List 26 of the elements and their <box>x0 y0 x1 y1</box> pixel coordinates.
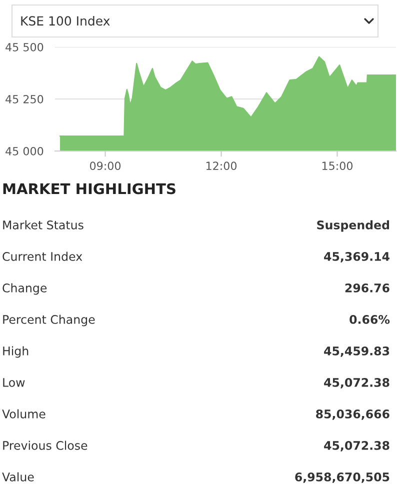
y-tick-label: 45 500 <box>6 42 44 52</box>
text: 45,459.83 <box>324 346 390 357</box>
text: 6,958,670,505 <box>295 472 390 483</box>
category-label: Previous Close <box>3 440 88 450</box>
text: 45,072.38 <box>324 378 390 388</box>
x-tick-label: 12:00 <box>206 162 237 170</box>
category-label: High <box>3 346 28 358</box>
text: 296.76 <box>345 283 390 292</box>
text: 45,072.38 <box>324 440 390 452</box>
text: MARKET HIGHLIGHTS <box>3 183 176 194</box>
category-label: Change <box>2 283 47 295</box>
text: 0.66% <box>350 314 390 324</box>
category-label: Market Status <box>3 220 84 230</box>
x-tick-label: 15:00 <box>322 162 353 170</box>
category-label: Percent Change <box>3 314 95 326</box>
text: 85,036,666 <box>316 409 390 420</box>
category-label: Current Index <box>2 252 82 261</box>
category-label: Low <box>3 378 25 387</box>
category-label: Volume <box>2 409 46 418</box>
y-tick-label: 45 250 <box>6 94 44 104</box>
chart-title: KSE 100 Index <box>21 16 110 26</box>
x-tick-label: 09:00 <box>90 162 121 170</box>
category-label: Value <box>2 472 34 482</box>
text: 45,369.14 <box>324 252 390 262</box>
y-tick-label: 45 000 <box>6 146 44 156</box>
text: Suspended <box>317 220 390 232</box>
